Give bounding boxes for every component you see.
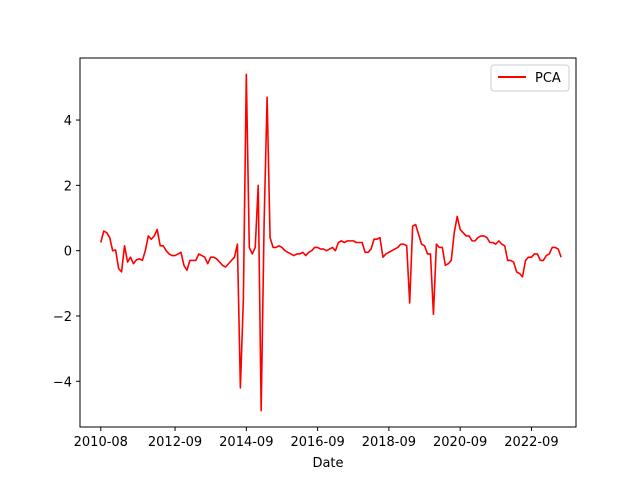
x-tick-label: 2012-09 <box>148 435 202 450</box>
plot-area <box>80 58 576 427</box>
x-tick-label: 2020-09 <box>433 435 487 450</box>
y-tick-label: −4 <box>53 375 72 390</box>
x-axis-title: Date <box>312 456 343 471</box>
x-tick-label: 2018-09 <box>362 435 416 450</box>
y-tick-label: 2 <box>64 179 72 194</box>
x-tick-label: 2022-09 <box>504 435 558 450</box>
legend-label-pca: PCA <box>535 71 561 86</box>
y-axis: −4 −2 0 2 4 <box>53 114 80 390</box>
x-tick-label: 2010-08 <box>74 435 128 450</box>
legend-box <box>490 64 570 92</box>
x-axis: 2010-08 2012-09 2014-09 2016-09 2018-09 2020-… <box>74 427 559 450</box>
y-tick-label: 4 <box>64 114 72 129</box>
y-tick-label: 0 <box>64 245 72 260</box>
x-tick-label: 2016-09 <box>290 435 344 450</box>
series-line-pca <box>100 73 562 412</box>
x-tick-label: 2014-09 <box>219 435 273 450</box>
y-tick-label: −2 <box>53 310 72 325</box>
legend: PCA <box>490 64 570 92</box>
series-layer <box>100 73 562 412</box>
plot-frame <box>79 57 577 428</box>
